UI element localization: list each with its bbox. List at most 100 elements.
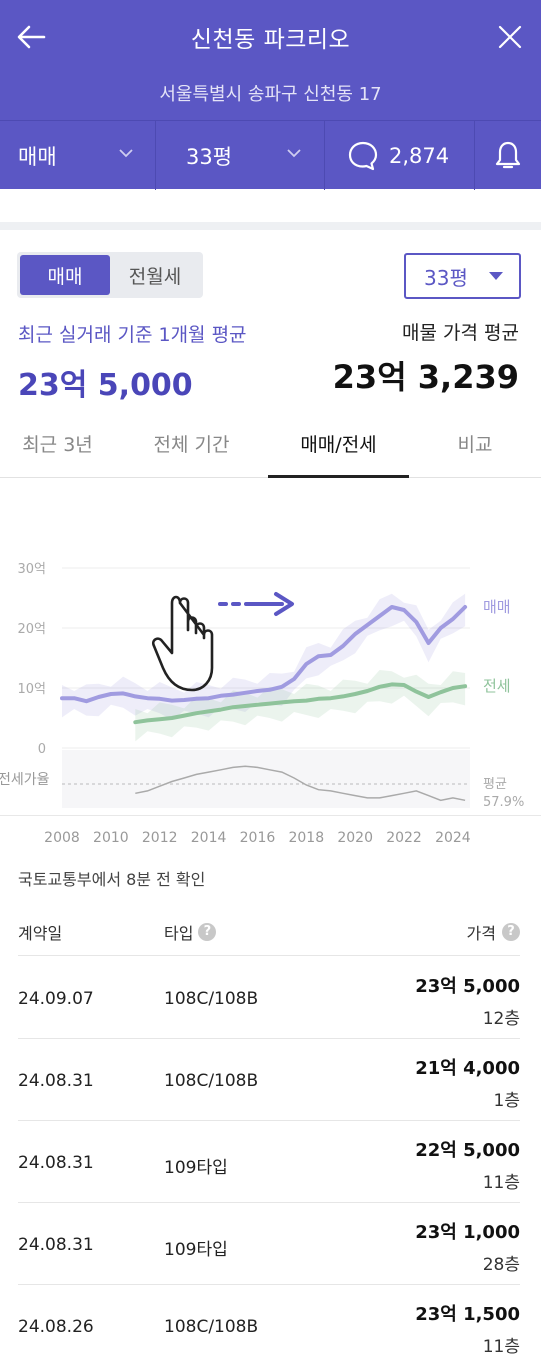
filter-bar: 매매 33평 2,874 (0, 120, 541, 190)
tab-recent-3y[interactable]: 최근 3년 (22, 434, 93, 456)
listing-avg-price: 23억 3,239 (332, 358, 519, 396)
series-point (439, 691, 442, 694)
row-floor: 28층 (482, 1255, 520, 1275)
series-label: 전세 (483, 677, 511, 695)
row-floor: 12층 (482, 1009, 520, 1029)
tab-sale-rent[interactable]: 매매/전세 (268, 410, 409, 478)
series-point (195, 697, 198, 700)
series-point (97, 695, 100, 699)
series-point (183, 714, 186, 717)
series-point (280, 701, 284, 704)
x-tick-label: 2024 (435, 830, 471, 846)
series-point (170, 716, 174, 720)
series-point (305, 699, 308, 702)
table-header: 계약일 타입? 가격? (18, 920, 520, 956)
page-title: 신천동 파크리오 (190, 27, 351, 53)
series-point (207, 710, 210, 713)
series-point (378, 614, 381, 618)
size-label: 33평 (186, 144, 233, 169)
series-point (305, 662, 308, 666)
series-point (244, 704, 247, 708)
y-tick-label: 0 (38, 742, 46, 757)
row-date: 24.09.07 (18, 989, 94, 1009)
bell-icon (495, 141, 521, 168)
row-price: 23억 1,000 (415, 1222, 520, 1243)
x-tick-label: 2010 (93, 830, 129, 846)
series-point (427, 695, 430, 699)
deal-toggle: 매매 전월세 (17, 252, 203, 298)
series-point (146, 697, 149, 700)
table-row[interactable]: 24.08.31 108C/108B 21억 4,000 1층 (18, 1039, 520, 1121)
series-point (354, 692, 357, 696)
series-point (402, 608, 406, 612)
row-price: 23억 5,000 (415, 976, 520, 997)
series-point (280, 685, 284, 688)
help-icon[interactable]: ? (198, 923, 217, 941)
series-point (451, 617, 455, 621)
series-line-sale (60, 605, 468, 704)
row-floor: 11층 (482, 1173, 520, 1193)
series-point (317, 697, 320, 700)
deal-type-dropdown[interactable]: 매매 (0, 121, 156, 190)
close-icon[interactable] (493, 20, 527, 54)
row-type: 108C/108B (164, 1071, 259, 1091)
toggle-rent[interactable]: 전월세 (128, 265, 182, 288)
ratio-area (62, 750, 470, 808)
series-point (60, 697, 64, 700)
series-point (219, 708, 222, 711)
price-chart[interactable]: 30억 20억 10억 0 매매 전세 전세가율 평균 57.9% 2008 2010 2012… (0, 540, 541, 860)
recent-avg-price: 23억 5,000 (18, 368, 193, 403)
app-header: 신천동 파크리오 서울특별시 송파구 신천동 17 (0, 0, 541, 120)
size-select-value: 33평 (424, 265, 468, 290)
series-point (329, 653, 332, 657)
notification-button[interactable] (475, 121, 541, 190)
x-tick-label: 2020 (337, 830, 373, 846)
header-price: 가격? (467, 920, 520, 944)
toggle-sale[interactable]: 매매 (20, 255, 110, 295)
series-point (402, 683, 406, 687)
chevron-down-icon (287, 149, 301, 158)
size-dropdown[interactable]: 33평 (156, 121, 325, 190)
series-point (292, 700, 296, 703)
swipe-hand-icon (152, 595, 214, 692)
row-price: 21억 4,000 (415, 1058, 520, 1079)
table-row[interactable]: 24.09.07 108C/108B 23억 5,000 12층 (18, 957, 520, 1039)
series-point (121, 692, 125, 695)
table-row[interactable]: 24.08.26 108C/108B 23억 1,500 11층 (18, 1285, 520, 1363)
ratio-avg-label: 평균 (483, 777, 507, 792)
header-date: 계약일 (18, 924, 63, 943)
series-point (231, 693, 235, 696)
series-point (73, 697, 76, 700)
row-date: 24.08.26 (18, 1317, 94, 1337)
row-date: 24.08.31 (18, 1153, 94, 1173)
series-point (134, 721, 137, 724)
series-point (292, 677, 296, 681)
header-type: 타입? (164, 920, 217, 944)
ratio-label: 전세가율 (0, 772, 50, 788)
y-tick-label: 30억 (17, 562, 46, 577)
row-type: 108C/108B (164, 1317, 259, 1337)
y-tick-label: 10억 (17, 682, 46, 697)
ratio-line (135, 765, 466, 802)
tab-all-period[interactable]: 전체 기간 (153, 434, 230, 456)
tab-compare[interactable]: 비교 (457, 434, 493, 456)
size-select[interactable]: 33평 (404, 253, 521, 299)
x-tick-label: 2008 (44, 830, 80, 846)
series-point (378, 685, 381, 688)
back-arrow-icon[interactable] (14, 20, 48, 54)
series-label: 매매 (483, 598, 511, 616)
table-row[interactable]: 24.08.31 109타입 23억 1,000 28층 (18, 1203, 520, 1285)
series-point (244, 691, 247, 694)
help-icon[interactable]: ? (502, 923, 520, 941)
address-text: 서울특별시 송파구 신천동 17 (159, 84, 382, 105)
series-point (317, 655, 320, 658)
series-point (170, 699, 174, 702)
series-point (158, 718, 161, 721)
x-tick-label: 2012 (142, 830, 178, 846)
comments-button[interactable]: 2,874 (325, 121, 475, 190)
series-line-jeonse (133, 682, 468, 725)
y-tick-label: 20억 (17, 622, 46, 637)
table-row[interactable]: 24.08.31 109타입 22억 5,000 11층 (18, 1121, 520, 1203)
series-point (427, 641, 430, 645)
